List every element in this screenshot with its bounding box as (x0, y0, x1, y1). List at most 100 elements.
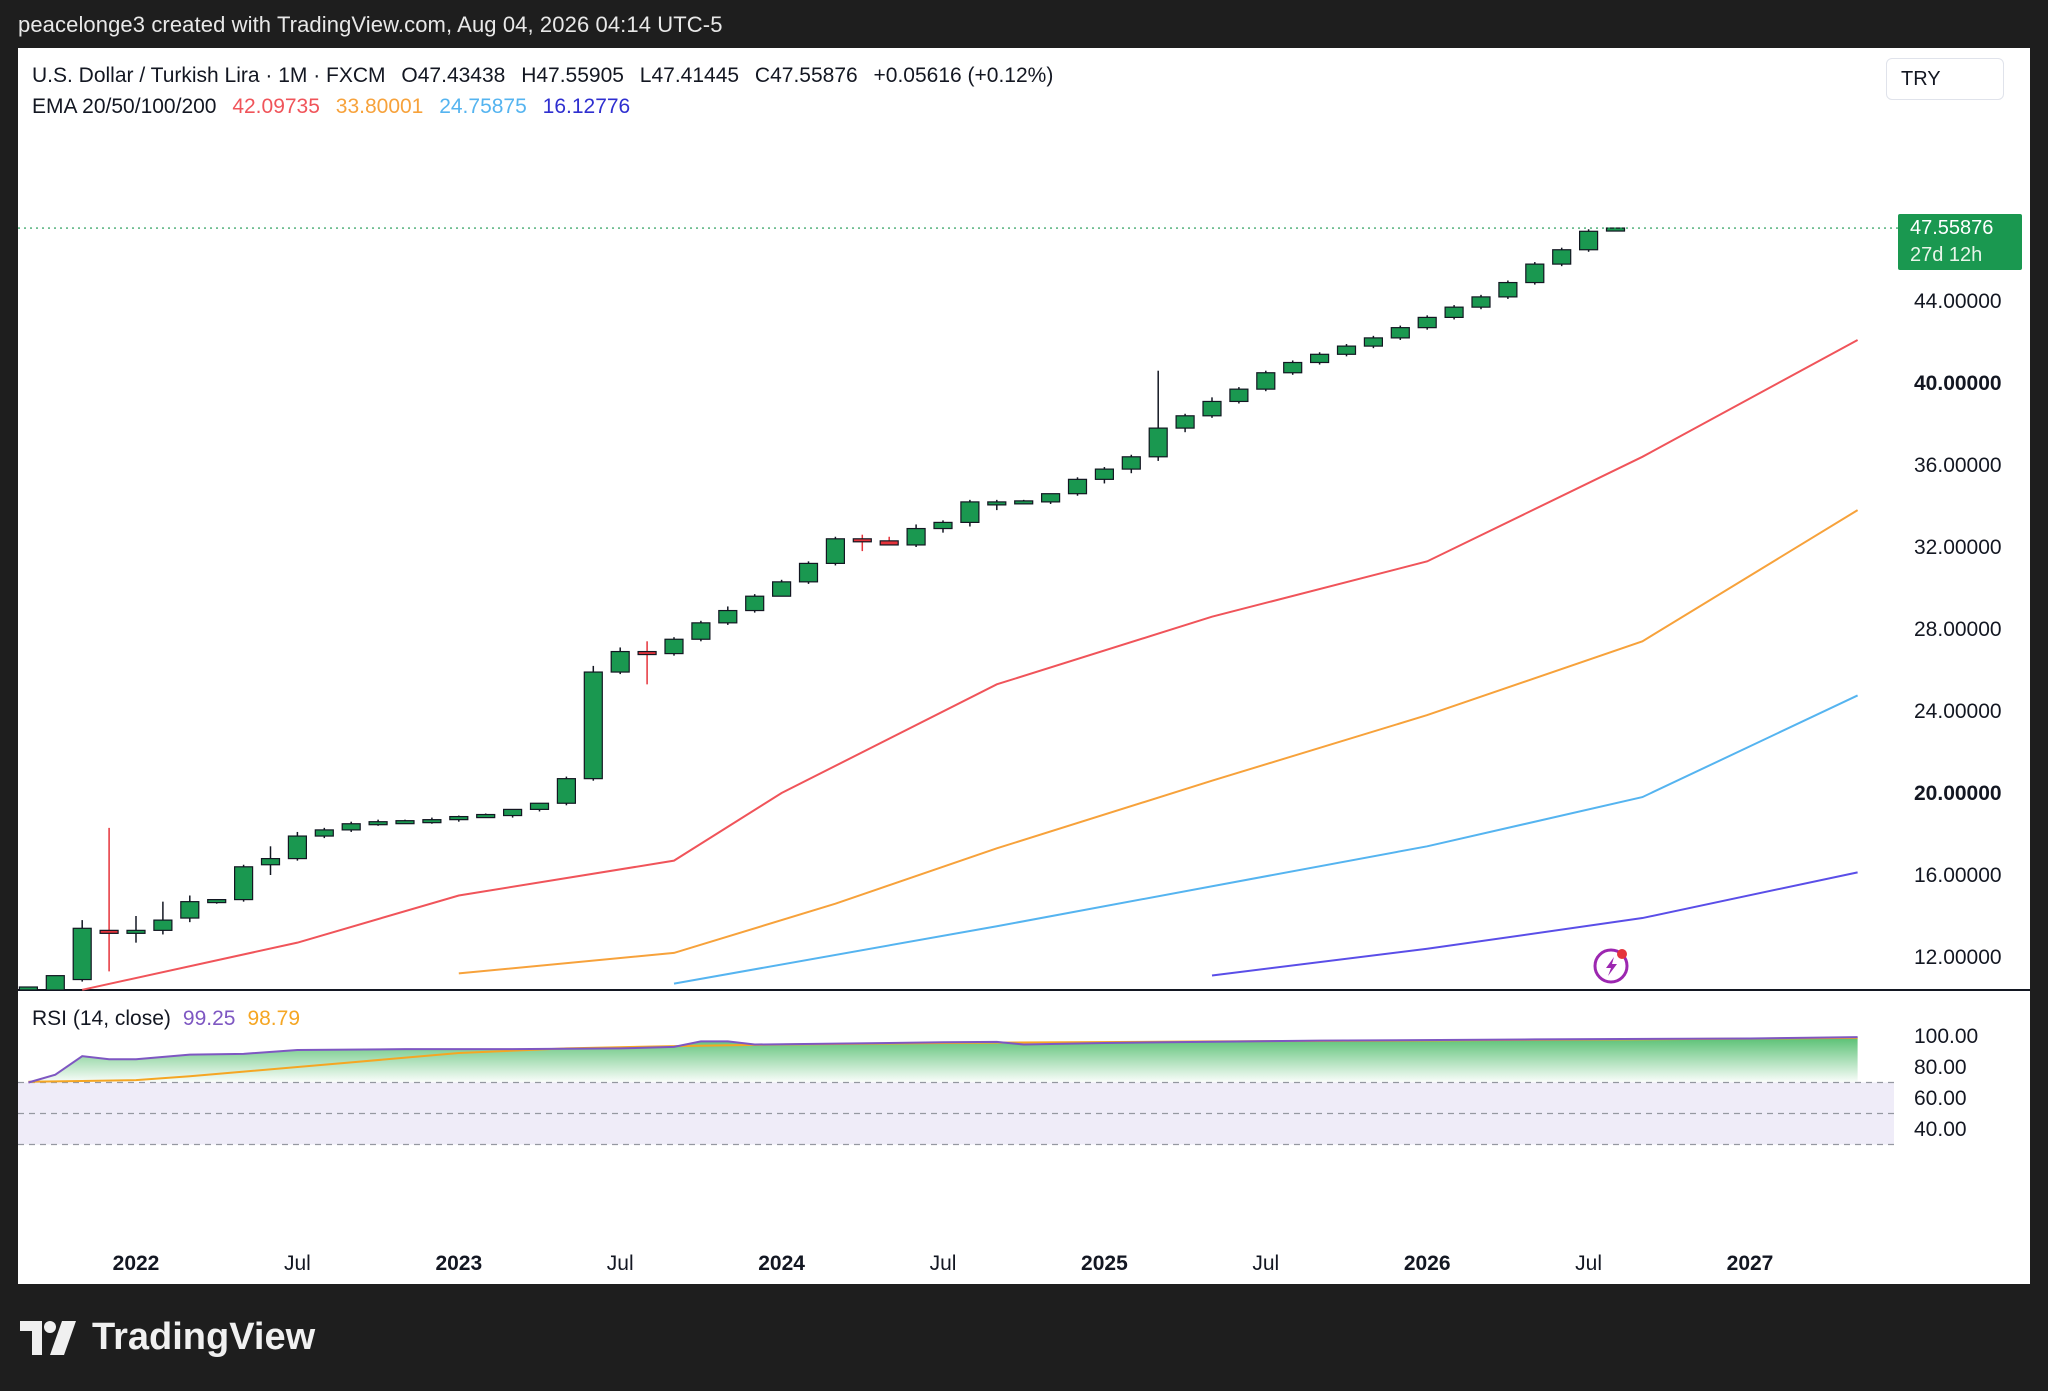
svg-text:EMA 20/50/100/200 42.0: EMA 20/50/100/200 42.09735 33.80001 24.7… (32, 95, 630, 118)
candle-body (1229, 388, 1249, 403)
candle (1229, 387, 1249, 404)
candle-body (45, 975, 65, 991)
time-tick-label: 2023 (435, 1252, 482, 1275)
candle-body (1202, 400, 1222, 417)
svg-text:U.S. Dollar / Turkish Lira · 1: U.S. Dollar / Turkish Lira · 1M · FXCM O… (32, 64, 1053, 87)
candle-body (395, 820, 415, 825)
candle-body (852, 538, 872, 543)
candle (1498, 280, 1518, 299)
price-tick-label: 20.00000 (1914, 782, 2002, 805)
candle (610, 647, 630, 675)
rsi-tick-label: 100.00 (1914, 1025, 1978, 1048)
candle (1525, 262, 1545, 285)
price-tag-value: 47.55876 (1910, 217, 1993, 239)
rsi-legend-value: 99.25 (183, 1007, 236, 1030)
candle-body (798, 562, 819, 583)
candle (449, 815, 469, 822)
ema200-value: 16.12776 (543, 95, 631, 118)
candle-body (503, 808, 523, 817)
candle-body (260, 857, 281, 866)
price-tick-label: 28.00000 (1914, 618, 2002, 641)
candle-body (1148, 427, 1168, 458)
candles (18, 227, 1626, 991)
candle (260, 846, 281, 875)
lightning-icon[interactable] (1593, 948, 1629, 984)
rsi-ma-legend-value: 98.79 (247, 1007, 300, 1030)
candle (906, 524, 926, 547)
time-axis[interactable]: 2022 Jul 2023 Jul 2024 Jul 2025 Jul 2026 Jul 2027 (113, 1252, 1774, 1275)
candle (664, 637, 684, 656)
price-tick-label: 12.00000 (1914, 946, 2002, 969)
price-tick-label: 40.00000 (1914, 372, 2002, 395)
ema-lines (81, 339, 1859, 991)
candle (1067, 477, 1088, 496)
candle-body (1552, 249, 1572, 265)
candle (933, 520, 953, 533)
candle-body (287, 835, 307, 860)
price-tick-label: 32.00000 (1914, 536, 2002, 559)
candle-body (314, 829, 334, 837)
candle-body (1121, 456, 1141, 470)
candle-body (1336, 345, 1357, 355)
ema100-value: 24.75875 (439, 95, 527, 118)
candle-body (1578, 230, 1599, 251)
candle-body (637, 650, 657, 656)
candle (368, 819, 388, 826)
candle-body (1525, 263, 1545, 284)
close-label: C (755, 64, 770, 87)
rsi-legend-label: RSI (14, close) (32, 1007, 171, 1030)
candle (1578, 229, 1599, 252)
candle (1471, 294, 1491, 310)
candle (825, 536, 846, 566)
candle (1040, 493, 1061, 504)
last-price-line: 47.55876 27d 12h (18, 214, 2022, 271)
time-tick-label: 2027 (1727, 1252, 1774, 1275)
candle-body (987, 501, 1007, 506)
rsi-overbought-fill (28, 1037, 1858, 1083)
candle-body (825, 538, 846, 564)
candle-body (1175, 415, 1195, 429)
symbol-title: U.S. Dollar / Turkish Lira · 1M · FXCM (32, 64, 386, 87)
rsi-tick-label: 80.00 (1914, 1056, 1967, 1079)
candle (207, 898, 227, 904)
candle (72, 920, 92, 982)
candle-body (745, 595, 765, 612)
chart-panel[interactable]: U.S. Dollar / Turkish Lira · 1M · FXCM O… (18, 48, 2030, 1284)
candle-body (1417, 316, 1437, 329)
currency-button[interactable]: TRY (1886, 58, 2004, 100)
candle-body (1390, 327, 1410, 339)
candle (1444, 305, 1464, 320)
time-tick-label: 2024 (758, 1252, 805, 1275)
rsi-pane[interactable]: 40.00 60.00 80.00 100.00 RSI (14, close) 99.2… (18, 1007, 1978, 1146)
candle-body (556, 778, 577, 804)
candle-body (476, 813, 496, 819)
candle (45, 975, 65, 991)
candle (556, 776, 577, 806)
change-value: +0.05616 (+0.12%) (874, 64, 1054, 87)
candle-body (422, 819, 442, 824)
candle-body (960, 501, 980, 523)
price-axis[interactable]: 12.00000 16.00000 20.00000 24.00000 28.00000… (18, 290, 2030, 991)
candle-body (583, 671, 603, 780)
candle (503, 808, 523, 818)
candle-body (933, 521, 953, 530)
price-chart[interactable]: U.S. Dollar / Turkish Lira · 1M · FXCM O… (18, 48, 2030, 1284)
candle (341, 821, 361, 832)
ema-line-ema200 (1211, 871, 1858, 977)
ema-line-ema100 (673, 694, 1859, 985)
candle (1283, 360, 1303, 375)
candle (180, 895, 200, 923)
candle (1309, 352, 1330, 365)
candle-body (664, 638, 684, 655)
price-tag-countdown: 27d 12h (1910, 244, 1982, 266)
candle-body (341, 823, 361, 831)
high-value: 47.55905 (536, 64, 624, 87)
candle (1202, 397, 1222, 418)
candle (1094, 467, 1115, 484)
candle-body (368, 821, 388, 826)
low-label: L (640, 64, 652, 87)
price-tick-label: 44.00000 (1914, 290, 2002, 313)
candle-body (18, 986, 38, 991)
time-tick-label: Jul (607, 1252, 634, 1275)
open-label: O (401, 64, 417, 87)
